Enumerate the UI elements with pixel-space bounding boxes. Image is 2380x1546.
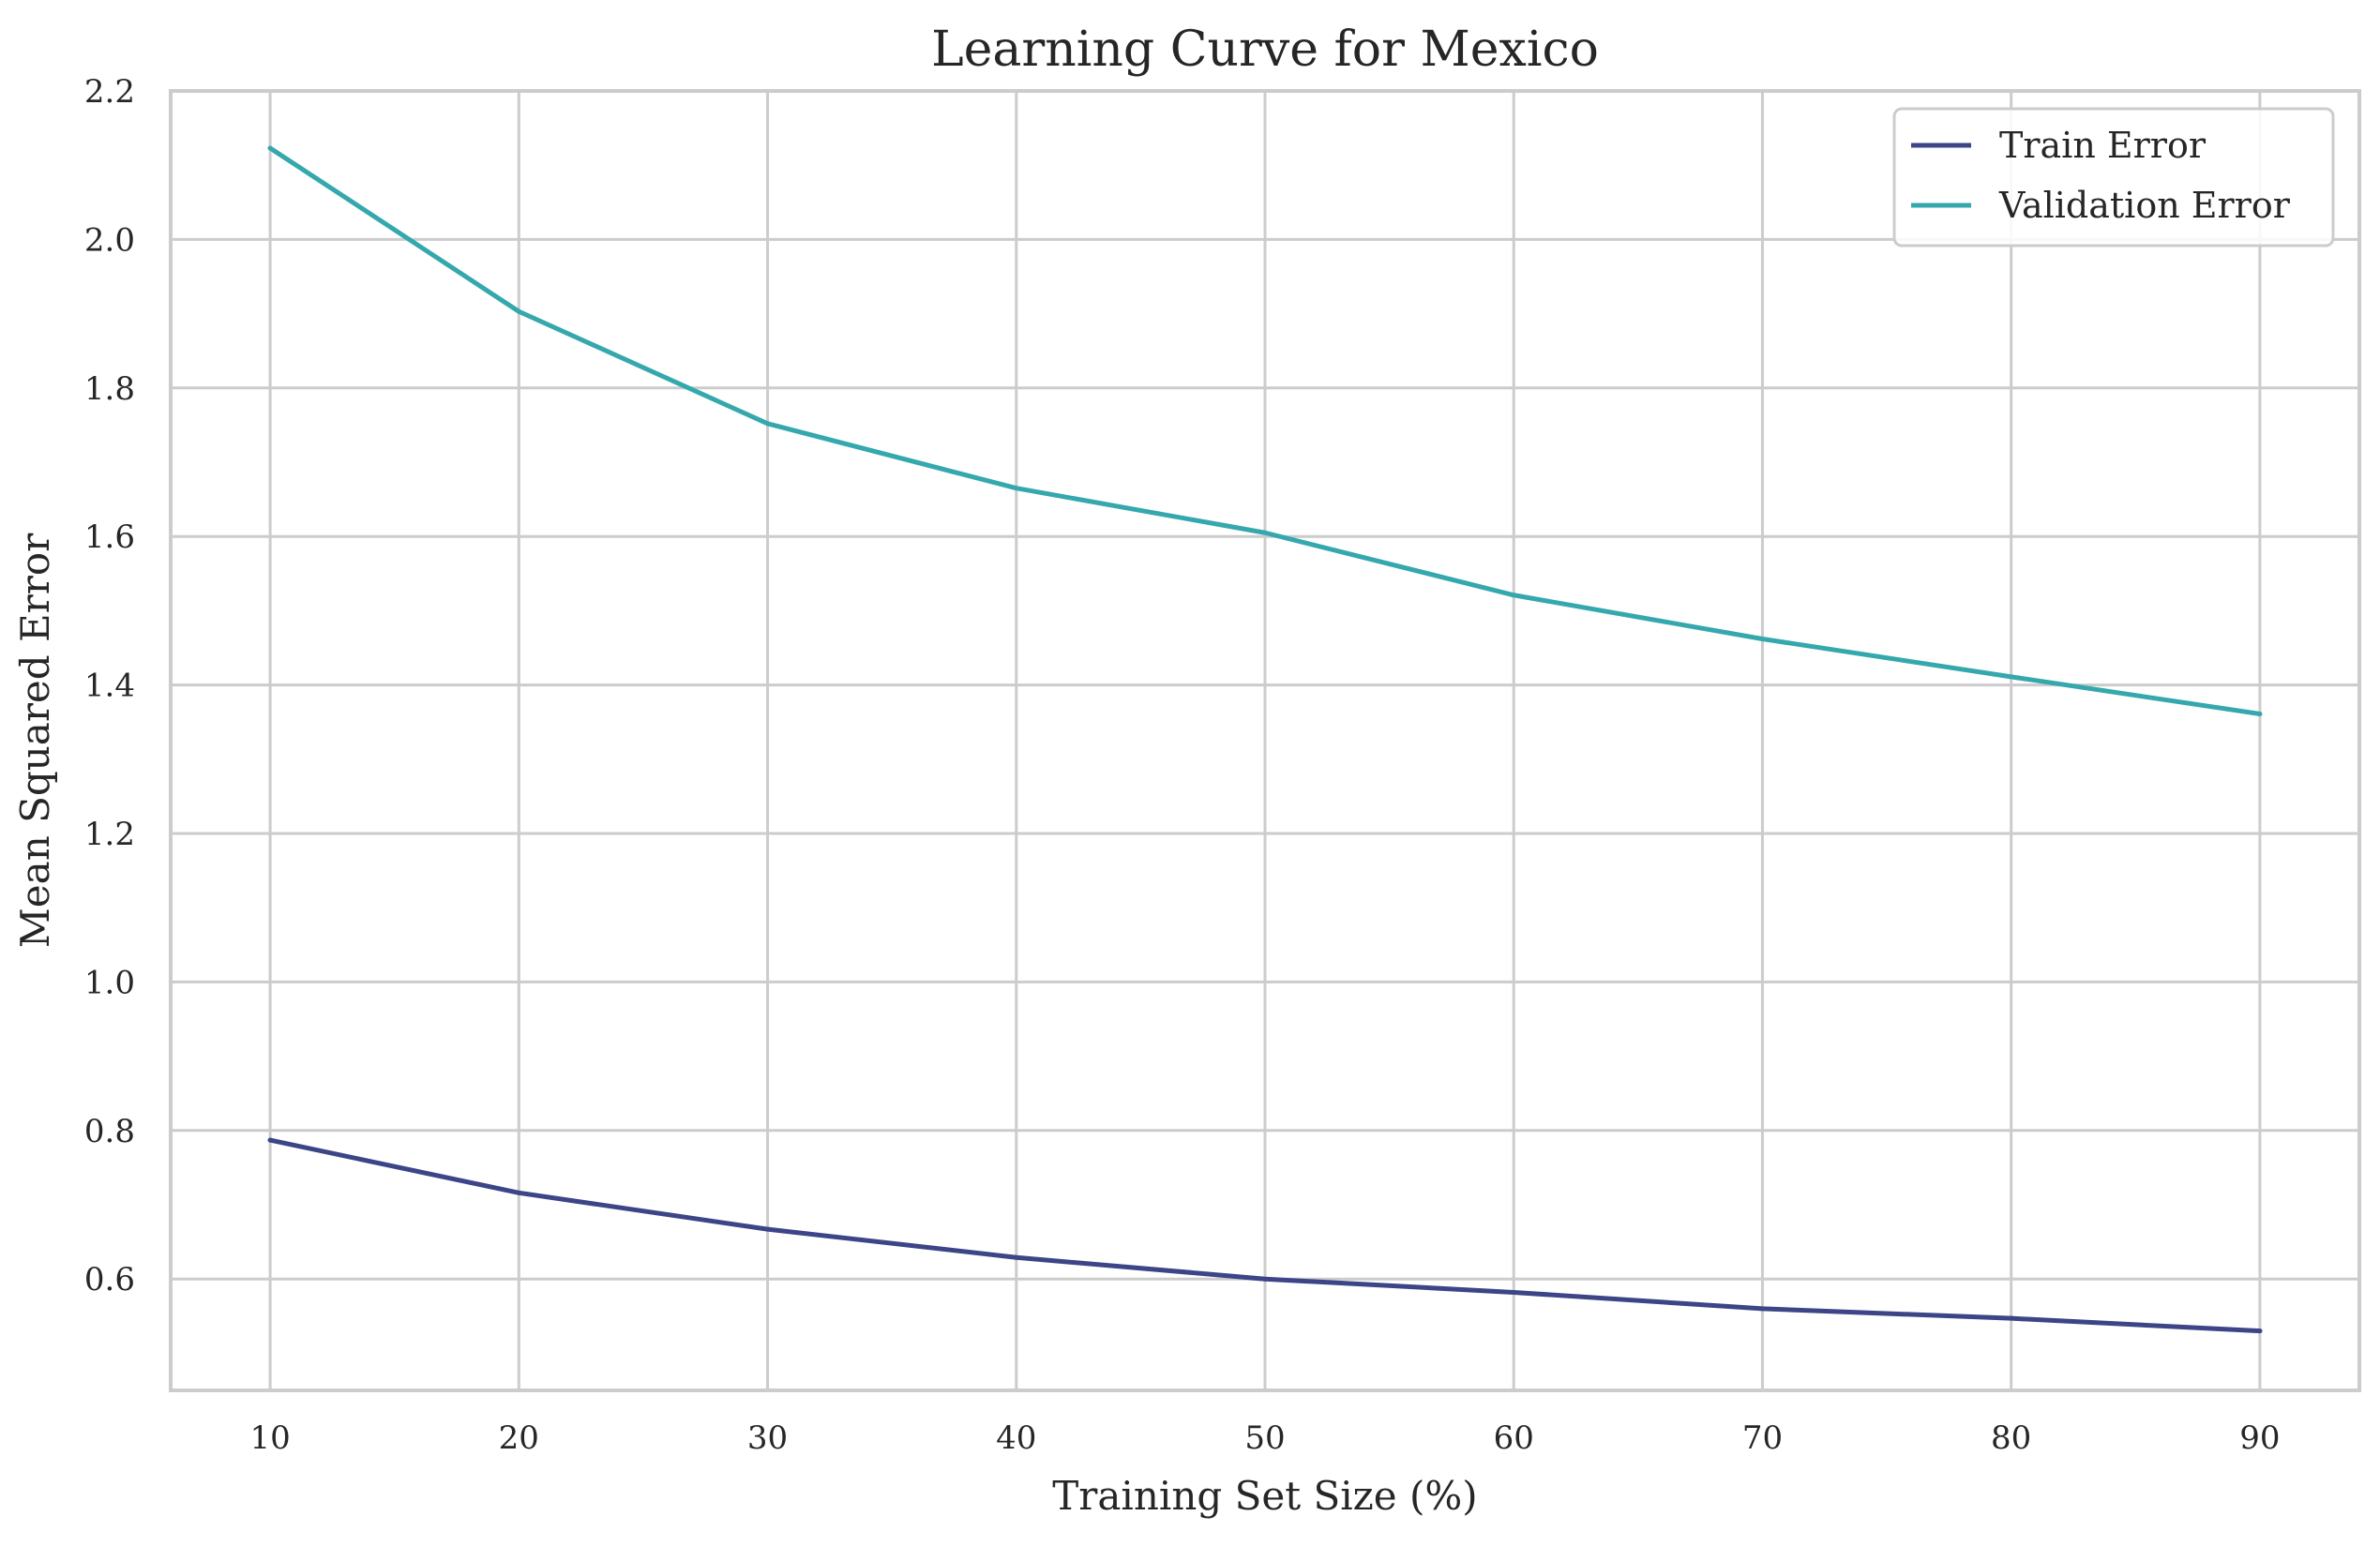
train-error-point (2257, 1328, 2263, 1334)
x-tick-label: 30 (747, 1419, 788, 1457)
y-tick-label: 1.2 (84, 816, 135, 853)
train-error-point (765, 1226, 771, 1232)
y-tick-label: 1.0 (84, 964, 135, 1001)
train-error-point (1262, 1276, 1268, 1282)
y-tick-label: 1.4 (84, 668, 135, 705)
validation-error-point (2009, 674, 2014, 680)
y-tick-label: 1.8 (84, 370, 135, 408)
x-tick-label: 40 (996, 1419, 1036, 1457)
y-tick-label: 0.8 (84, 1113, 135, 1150)
validation-error-point (1511, 593, 1516, 598)
legend-label-validation-error: Validation Error (1998, 185, 2291, 226)
chart-title: Learning Curve for Mexico (931, 22, 1599, 78)
validation-error-point (267, 145, 273, 151)
x-tick-label: 20 (499, 1419, 539, 1457)
validation-error-point (1262, 530, 1268, 535)
validation-error-point (1014, 486, 1019, 491)
train-error-point (516, 1190, 521, 1195)
y-tick-label: 2.2 (84, 73, 135, 111)
x-tick-label: 50 (1244, 1419, 1285, 1457)
legend-label-train-error: Train Error (1999, 125, 2207, 166)
series-layer (267, 145, 2263, 1334)
y-tick-label: 1.6 (84, 518, 135, 556)
validation-error-point (1759, 636, 1765, 641)
y-axis-label: Mean Squared Error (12, 533, 58, 948)
legend: Train Error Validation Error (1892, 107, 2335, 248)
legend-box (1892, 107, 2335, 248)
legend-items: Train Error Validation Error (1911, 125, 2291, 226)
validation-error-point (2257, 711, 2263, 716)
validation-error-point (765, 421, 771, 427)
validation-error-point (516, 308, 521, 314)
x-tick-label: 60 (1494, 1419, 1534, 1457)
x-axis-label: Training Set Size (%) (1052, 1473, 1477, 1519)
x-tick-label: 70 (1742, 1419, 1783, 1457)
y-tick-label: 0.6 (84, 1261, 135, 1298)
train-error-point (267, 1137, 273, 1143)
tick-label-layer: 10 20 30 40 50 60 70 80 90 0.6 0.8 1.0 1.2 1.4 1.6 1.8 2… (84, 73, 2281, 1457)
train-error-point (1014, 1254, 1019, 1260)
x-tick-label: 80 (1991, 1419, 2031, 1457)
train-error-point (1511, 1289, 1516, 1295)
grid-layer (171, 89, 2359, 1390)
x-tick-label: 90 (2239, 1419, 2280, 1457)
train-error-point (2009, 1315, 2014, 1321)
y-tick-label: 2.0 (84, 221, 135, 259)
x-tick-label: 10 (249, 1419, 290, 1457)
train-error-point (1759, 1306, 1765, 1312)
plot-frame (169, 89, 2361, 1392)
